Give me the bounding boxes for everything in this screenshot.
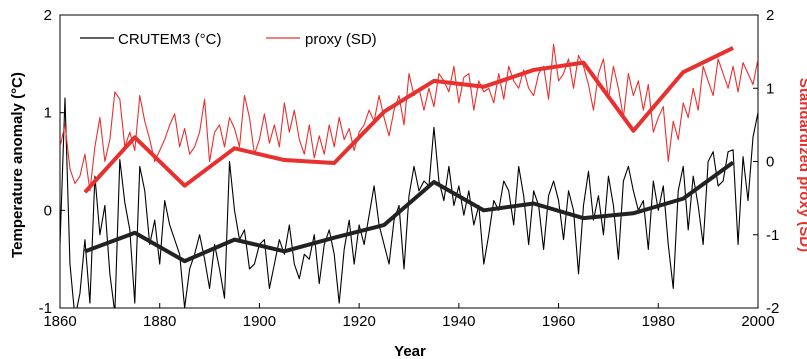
series-line-crutem3-c — [60, 97, 758, 308]
y-left-tick-label: 1 — [44, 105, 52, 122]
ticks-layer: 1860 1880 1900 1920 1940 1960 1980 2000 -1 0 1 2 -2 -… — [39, 7, 780, 330]
series-line-crutem3-decadal — [84, 160, 735, 264]
x-tick-label: 1900 — [243, 313, 276, 330]
y-right-tick-label: 1 — [766, 80, 774, 97]
legend-label-crutem3: CRUTEM3 (°C) — [118, 31, 222, 48]
x-tick-label: 1860 — [43, 313, 76, 330]
plot-frame — [59, 14, 759, 309]
y-right-tick-label: -2 — [766, 300, 779, 317]
x-tick-label: 1960 — [542, 313, 575, 330]
legend: CRUTEM3 (°C) proxy (SD) — [80, 31, 377, 48]
x-tick-label: 2000 — [741, 313, 774, 330]
y-right-tick-label: 2 — [766, 7, 774, 24]
y-left-tick-label: 0 — [44, 202, 52, 219]
x-axis-title: Year — [394, 343, 426, 359]
series-line-proxy-decadal — [83, 46, 734, 194]
plot-frame-group — [59, 14, 759, 309]
y-right-tick-label: -1 — [766, 227, 779, 244]
x-tick-label: 1920 — [342, 313, 375, 330]
y-left-tick-label: 2 — [44, 7, 52, 24]
y-axis-title-left: Temperature anomaly (°C) — [9, 72, 26, 258]
x-tick-label: 1980 — [642, 313, 675, 330]
series-layer — [60, 43, 758, 308]
y-left-tick-label: -1 — [39, 300, 52, 317]
y-right-tick-label: 0 — [766, 154, 774, 171]
legend-label-proxy: proxy (SD) — [305, 31, 377, 48]
y-axis-title-right: Standardized proxy (SD) — [796, 78, 807, 252]
x-tick-label: 1880 — [143, 313, 176, 330]
x-tick-label: 1940 — [442, 313, 475, 330]
